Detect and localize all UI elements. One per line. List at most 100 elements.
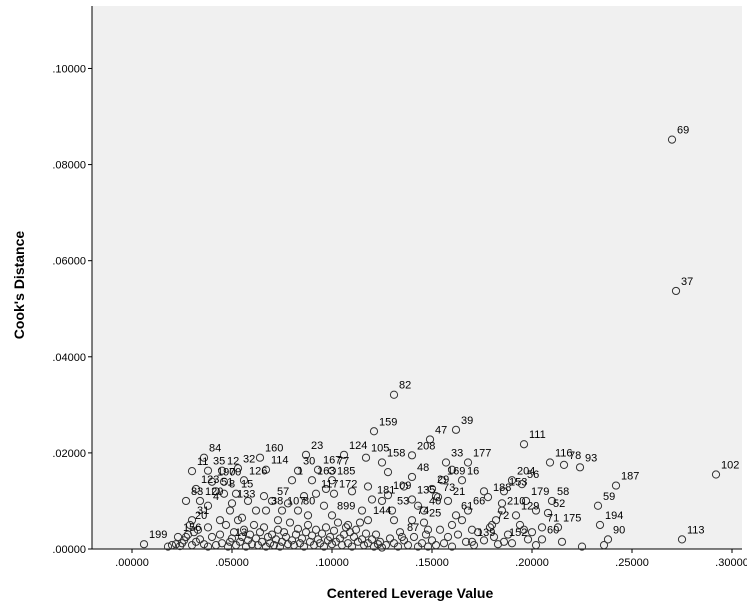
data-point — [545, 458, 555, 467]
data-point — [399, 482, 409, 491]
point-label: 135 — [417, 485, 435, 497]
data-point — [325, 532, 335, 542]
data-point — [407, 472, 417, 482]
data-point — [255, 453, 265, 462]
data-point — [321, 484, 331, 494]
data-point — [519, 440, 529, 449]
point-label: 169 — [447, 465, 465, 477]
point-label: 114 — [271, 455, 289, 467]
data-point — [479, 487, 489, 496]
data-point — [245, 530, 255, 539]
data-point — [357, 535, 367, 544]
data-point — [413, 501, 423, 510]
data-point — [275, 542, 285, 551]
data-point — [341, 523, 351, 532]
data-point — [389, 516, 399, 525]
data-point — [193, 525, 203, 534]
data-point — [261, 465, 271, 474]
data-point — [181, 496, 191, 506]
data-point — [287, 476, 297, 485]
data-point — [291, 530, 301, 539]
data-point — [467, 537, 477, 546]
point-label: 74 — [417, 505, 429, 517]
point-label: 208 — [417, 440, 435, 452]
data-point — [457, 476, 467, 485]
data-point — [217, 466, 227, 475]
point-label: 52 — [553, 498, 565, 510]
data-point — [337, 541, 347, 550]
data-point — [499, 487, 509, 496]
data-point — [203, 542, 213, 551]
point-label: 133 — [237, 488, 255, 500]
data-point — [377, 458, 387, 467]
data-point — [531, 506, 541, 515]
y-tick-label: .04000 — [52, 352, 86, 364]
data-point — [423, 525, 433, 534]
x-tick-label: .10000 — [315, 557, 349, 569]
data-point — [487, 520, 497, 530]
point-label: 38 — [271, 496, 283, 508]
point-label: 35 — [213, 456, 225, 468]
data-point — [347, 542, 357, 551]
data-point — [273, 516, 283, 525]
data-point — [303, 520, 313, 530]
data-point — [243, 496, 253, 506]
data-point — [435, 525, 445, 534]
data-point — [467, 525, 477, 534]
point-label: 160 — [265, 443, 283, 455]
point-label: 21 — [453, 486, 465, 498]
point-label: 116 — [555, 448, 573, 460]
point-label: 23 — [311, 440, 323, 452]
data-point — [511, 511, 521, 520]
data-point — [537, 535, 547, 544]
x-tick-label: .30000 — [715, 557, 747, 569]
data-point — [329, 526, 339, 535]
point-label: 30 — [303, 456, 315, 468]
data-point — [519, 525, 529, 534]
y-axis-title: Cook's Distance — [11, 231, 27, 340]
data-point — [375, 537, 385, 546]
x-axis-title: Centered Leverage Value — [327, 585, 494, 601]
data-point — [367, 495, 377, 504]
data-point — [427, 484, 437, 494]
data-point — [677, 535, 687, 544]
point-label: 102 — [721, 460, 739, 472]
data-point — [537, 523, 547, 532]
data-point — [451, 511, 461, 520]
data-point — [515, 520, 525, 530]
data-point — [439, 539, 449, 548]
point-label: 124 — [349, 440, 367, 452]
point-label: 39 — [461, 415, 473, 427]
data-point — [711, 470, 721, 479]
data-point — [167, 541, 177, 550]
data-point — [351, 525, 361, 534]
data-point — [389, 390, 399, 399]
data-point — [507, 539, 517, 548]
data-point — [531, 541, 541, 550]
point-label: 59 — [603, 491, 615, 503]
data-point — [419, 506, 429, 515]
data-point — [257, 537, 267, 546]
data-point — [283, 499, 293, 508]
data-point — [281, 532, 291, 542]
data-point — [327, 511, 337, 520]
point-label: 199 — [149, 529, 167, 541]
data-point — [227, 499, 237, 508]
point-label: 11 — [197, 456, 208, 468]
data-point — [221, 520, 231, 530]
data-point — [349, 532, 359, 542]
data-point — [667, 135, 677, 144]
data-point — [433, 493, 443, 502]
point-label: 48 — [417, 462, 429, 474]
data-point — [385, 534, 395, 543]
point-label: 139 — [477, 527, 495, 539]
data-point — [603, 535, 613, 544]
data-point — [207, 477, 217, 486]
data-point — [553, 523, 563, 532]
data-point — [407, 516, 417, 525]
point-label: 144 — [373, 505, 391, 517]
data-point — [357, 506, 367, 515]
point-label: 123 — [201, 474, 219, 486]
data-point — [299, 542, 309, 551]
data-point — [363, 516, 373, 525]
